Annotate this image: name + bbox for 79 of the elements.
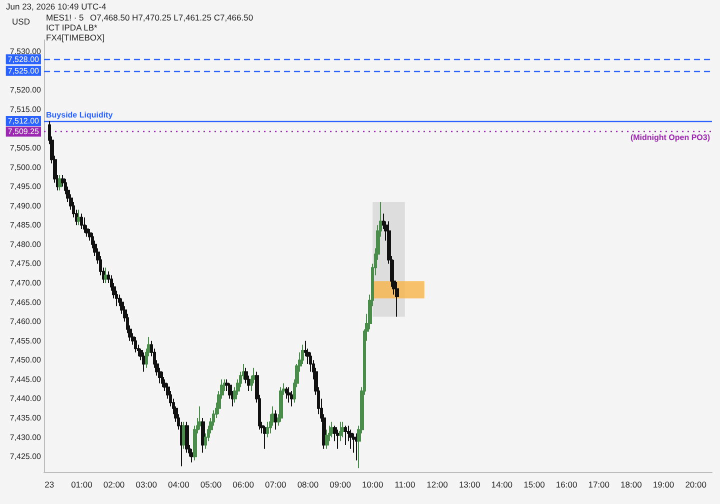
candlestick <box>355 432 358 461</box>
candlestick <box>185 421 189 454</box>
candlestick <box>336 429 339 450</box>
x-tick-label: 11:00 <box>394 480 416 490</box>
x-tick-label: 07:00 <box>265 480 287 490</box>
candlestick <box>349 429 353 450</box>
y-tick-label: 7,455.00 <box>10 336 42 346</box>
candlestick <box>274 410 277 430</box>
y-tick-label: 7,505.00 <box>10 144 42 152</box>
candlestick <box>263 425 267 450</box>
candlestick <box>58 174 62 191</box>
y-tick-label: 7,512.00 <box>8 116 40 126</box>
candlestick <box>344 425 347 446</box>
x-tick-label: 10:00 <box>362 480 384 490</box>
y-tick-label: 7,528.00 <box>8 54 40 64</box>
candlestick <box>287 386 291 404</box>
y-tick-label: 7,465.00 <box>10 298 42 307</box>
ref-line-label: Buyside Liquidity <box>46 110 114 120</box>
text: ICT IPDA LB* <box>46 22 98 32</box>
x-tick-label: 03:00 <box>136 480 158 490</box>
x-tick-label: 19:00 <box>652 480 674 490</box>
candlestick <box>339 421 342 442</box>
x-tick-label: 08:00 <box>297 480 319 490</box>
x-tick-label: 06:00 <box>232 480 254 490</box>
x-tick-label: 14:00 <box>491 480 513 490</box>
candlestick <box>83 216 86 234</box>
candlestick <box>142 352 145 372</box>
y-tick-label: 7,495.00 <box>10 182 42 192</box>
y-tick-label: 7,530.00 <box>10 47 42 56</box>
y-tick-label: 7,490.00 <box>10 201 42 210</box>
y-axis-title: USD <box>12 16 30 26</box>
y-tick-label: 7,440.00 <box>10 394 42 404</box>
chart-title: MES1! · 5 <box>46 12 84 22</box>
y-tick-label: 7,480.00 <box>10 240 42 249</box>
y-tick-label: 7,425.00 <box>10 452 42 462</box>
y-tick-label: 7,460.00 <box>10 317 42 326</box>
y-tick-label: 7,435.00 <box>10 414 42 422</box>
x-tick-label: 02:00 <box>103 480 125 490</box>
candlestick <box>285 386 288 400</box>
candlestick <box>330 421 334 438</box>
x-tick-label: 05:00 <box>200 480 222 490</box>
y-tick-label: 7,475.00 <box>10 259 42 268</box>
candlestick <box>201 418 205 454</box>
y-tick-label: 7,520.00 <box>10 86 42 95</box>
y-tick-label: 7,500.00 <box>10 162 42 172</box>
x-tick-label: 15:00 <box>524 480 546 490</box>
x-tick-label: 20:00 <box>685 480 707 490</box>
candlestick <box>190 448 194 463</box>
text: Jun 23, 2026 10:49 UTC-4 <box>6 2 106 12</box>
x-tick-label: 23 <box>44 480 54 490</box>
candlestick <box>161 371 164 388</box>
candlestick <box>198 406 202 430</box>
y-tick-label: 7,445.00 <box>10 374 42 384</box>
x-tick-label: 04:00 <box>168 480 190 490</box>
x-tick-label: 12:00 <box>426 480 448 490</box>
x-tick-label: 01:00 <box>71 480 93 490</box>
candlestick <box>80 213 83 230</box>
x-tick-label: 18:00 <box>620 480 642 490</box>
candlestick <box>104 267 108 284</box>
y-tick-label: 7,515.00 <box>10 104 42 114</box>
ref-line-label: (Midnight Open PO3) <box>630 133 710 142</box>
y-tick-label: 7,485.00 <box>10 220 42 230</box>
y-tick-label: 7,470.00 <box>10 278 42 288</box>
x-tick-label: 16:00 <box>556 480 578 490</box>
candlestick <box>279 386 283 422</box>
y-tick-label: 7,509.25 <box>8 127 40 136</box>
y-tick-label: 7,430.00 <box>10 432 42 442</box>
x-tick-label: 13:00 <box>458 480 480 490</box>
annotation: FX4[TIMEBOX] <box>46 32 105 42</box>
y-tick-label: 7,525.00 <box>8 66 40 76</box>
y-tick-label: 7,450.00 <box>10 356 42 365</box>
candlestick <box>134 336 137 353</box>
candlestick <box>341 421 345 438</box>
candlestick <box>77 209 81 226</box>
candlestick <box>325 429 329 450</box>
x-tick-label: 09:00 <box>330 480 352 490</box>
candlestick <box>290 390 294 407</box>
text: O7,468.50 H7,470.25 L7,461.25 C7,466.50 <box>90 12 254 22</box>
x-tick-label: 17:00 <box>588 480 610 490</box>
